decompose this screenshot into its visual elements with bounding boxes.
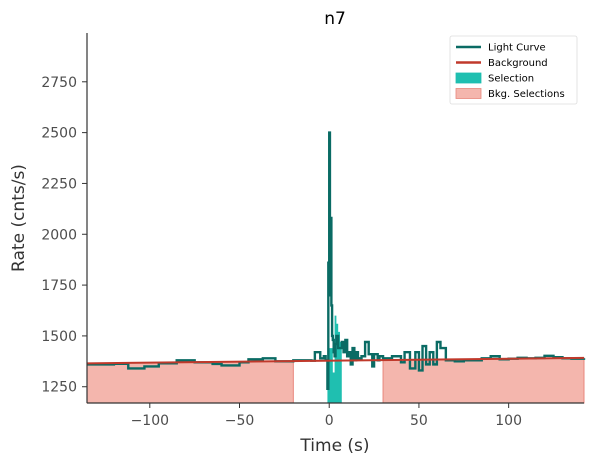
legend: Light Curve Background Selection Bkg. Selec… xyxy=(449,35,578,105)
legend-label-2: Selection xyxy=(488,74,534,85)
background-model-line xyxy=(86,356,585,365)
bkg-selection-region-1 xyxy=(382,357,585,404)
y-tick-label: 2250 xyxy=(41,176,77,192)
y-axis-label: Rate (cnts/s) xyxy=(9,164,29,272)
y-tick-label: 1250 xyxy=(41,380,77,396)
x-tick-label: 0 xyxy=(325,413,334,429)
legend-label-0: Light Curve xyxy=(488,43,546,54)
x-tick-label: 100 xyxy=(495,413,522,429)
x-tick-label: −50 xyxy=(225,413,255,429)
plot-area xyxy=(86,131,586,404)
y-tick-label: 2750 xyxy=(41,75,77,91)
light-curve-line xyxy=(87,131,586,390)
selection-layer xyxy=(327,315,342,403)
chart-title: n7 xyxy=(324,9,346,29)
background-layer xyxy=(86,356,585,365)
y-ticks: 1250 1500 1750 2000 2250 2500 2750 xyxy=(41,75,87,396)
selection-region xyxy=(327,315,342,403)
x-ticks: −100 −50 0 50 100 xyxy=(131,403,522,429)
legend-swatch-3 xyxy=(455,88,482,99)
x-axis-label: Time (s) xyxy=(299,436,369,456)
y-tick-label: 2500 xyxy=(41,126,77,142)
legend-label-1: Background xyxy=(488,58,548,69)
y-tick-label: 1750 xyxy=(41,278,77,294)
light-curve-layer xyxy=(87,131,586,390)
bkg-selection-region-0 xyxy=(86,360,294,404)
legend-swatch-2 xyxy=(455,72,482,84)
y-tick-label: 1500 xyxy=(41,329,77,345)
y-tick-label: 2000 xyxy=(41,227,77,243)
legend-label-3: Bkg. Selections xyxy=(488,89,565,100)
legend-box xyxy=(449,35,578,105)
x-tick-label: −100 xyxy=(131,413,169,429)
x-tick-label: 50 xyxy=(410,413,428,429)
